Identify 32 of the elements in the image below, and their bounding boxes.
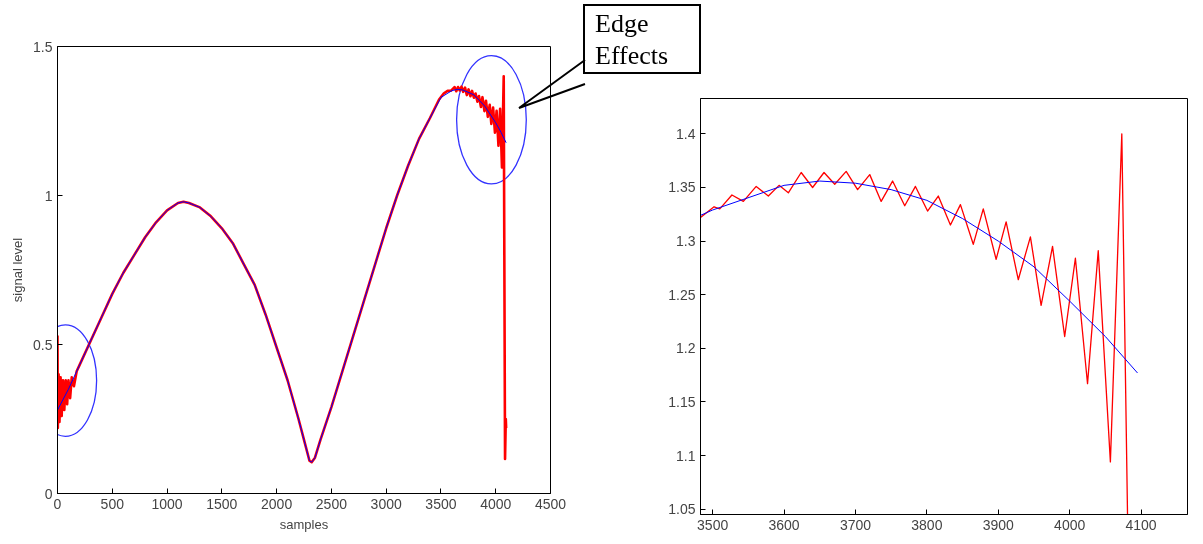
x-tick-label: 4000 [480, 495, 512, 512]
y-tick-label: 0.5 [33, 336, 53, 353]
x-tick-label: 3700 [839, 516, 872, 533]
text: Edge Effects [595, 9, 669, 70]
line-series [700, 133, 1129, 515]
y-tick-label: 1.1 [676, 447, 696, 464]
y-axis-title: signal level [10, 237, 26, 303]
x-tick-label: 3500 [425, 495, 457, 512]
y-tick-label: 1.2 [676, 340, 696, 357]
x-tick-label: 1500 [206, 495, 238, 512]
x-tick-label: 3000 [370, 495, 402, 512]
x-tick-label: 3500 [697, 516, 729, 533]
x-tick-label: 2500 [315, 495, 348, 512]
x-tick-label: 3800 [911, 516, 943, 533]
y-tick-label: 1.3 [676, 233, 696, 250]
y-tick-label: 1.25 [668, 286, 696, 303]
y-tick-label: 1 [44, 187, 53, 204]
x-tick-label: 3900 [982, 516, 1015, 533]
x-tick-label: 3600 [768, 516, 800, 533]
x-tick-label: 500 [100, 495, 125, 512]
y-tick-label: 1.05 [668, 501, 696, 518]
x-tick-label: 4000 [1054, 516, 1086, 533]
line-series [700, 180, 1139, 374]
x-tick-label: 4100 [1125, 516, 1157, 533]
y-tick-label: 1.4 [676, 125, 696, 142]
x-tick-label: 2000 [261, 495, 293, 512]
y-tick-label: 1.5 [33, 38, 53, 55]
y-tick-label: 1.35 [668, 179, 696, 196]
x-tick-label: 1000 [151, 495, 183, 512]
x-axis-title: samples [279, 516, 329, 532]
x-tick-label: 4500 [534, 495, 567, 512]
y-tick-label: 1.15 [668, 393, 696, 410]
